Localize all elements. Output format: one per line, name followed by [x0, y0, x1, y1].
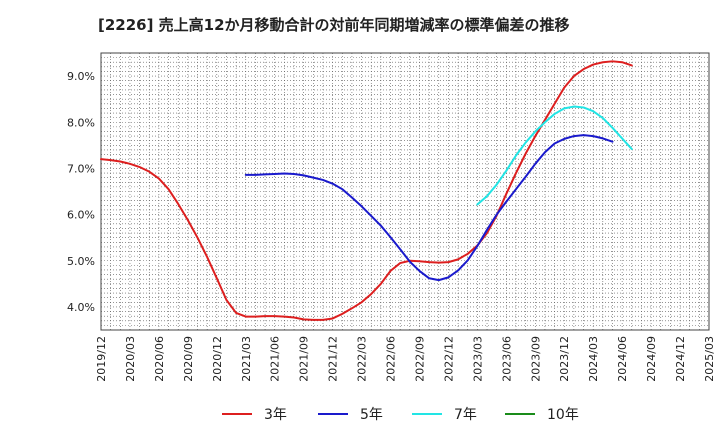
- legend-label: 5年: [360, 407, 383, 423]
- x-tick-label: 2020/09: [182, 336, 195, 382]
- y-tick-layer: 4.0% 5.0% 6.0% 7.0% 8.0% 9.0%: [67, 70, 95, 314]
- x-tick-label: 2021/12: [327, 336, 340, 382]
- chart-title: [2226] 売上高12か月移動合計の対前年同期増減率の標準偏差の推移: [98, 16, 570, 34]
- x-tick-label: 2022/06: [385, 336, 398, 382]
- x-tick-label: 2023/12: [558, 336, 571, 382]
- legend-label: 7年: [454, 407, 477, 423]
- x-tick-label: 2024/09: [645, 336, 658, 382]
- grid-layer: [101, 53, 709, 330]
- x-tick-label: 2022/12: [442, 336, 455, 382]
- x-tick-label: 2021/09: [298, 336, 311, 382]
- legend: 3年 5年 7年 10年: [222, 407, 579, 423]
- series-line: [476, 105, 633, 206]
- x-tick-label: 2024/03: [587, 336, 600, 382]
- series-layer: [100, 60, 633, 321]
- x-tick-layer: 2019/12 2020/03 2020/06 2020/09 2020/12 2021/…: [95, 336, 716, 382]
- x-tick-label: 2025/03: [703, 336, 716, 382]
- series-line: [244, 134, 614, 282]
- x-tick-label: 2021/03: [240, 336, 253, 382]
- legend-label: 3年: [264, 407, 287, 423]
- legend-label: 10年: [547, 407, 579, 423]
- x-tick-label: 2020/03: [124, 336, 137, 382]
- x-tick-label: 2019/12: [95, 336, 108, 382]
- y-tick-label: 6.0%: [67, 209, 95, 222]
- x-tick-label: 2020/12: [211, 336, 224, 382]
- y-tick-label: 8.0%: [67, 116, 95, 129]
- y-tick-label: 5.0%: [67, 255, 95, 268]
- x-tick-label: 2023/09: [529, 336, 542, 382]
- x-tick-label: 2020/06: [153, 336, 166, 382]
- x-tick-label: 2024/12: [674, 336, 687, 382]
- y-tick-label: 7.0%: [67, 162, 95, 175]
- x-tick-label: 2024/06: [616, 336, 629, 382]
- plot-border: [100, 52, 710, 331]
- x-tick-label: 2022/09: [413, 336, 426, 382]
- x-tick-label: 2023/03: [471, 336, 484, 382]
- x-tick-label: 2021/06: [269, 336, 282, 382]
- y-tick-label: 4.0%: [67, 301, 95, 314]
- x-tick-label: 2023/06: [500, 336, 513, 382]
- x-tick-label: 2022/03: [356, 336, 369, 382]
- y-tick-label: 9.0%: [67, 70, 95, 83]
